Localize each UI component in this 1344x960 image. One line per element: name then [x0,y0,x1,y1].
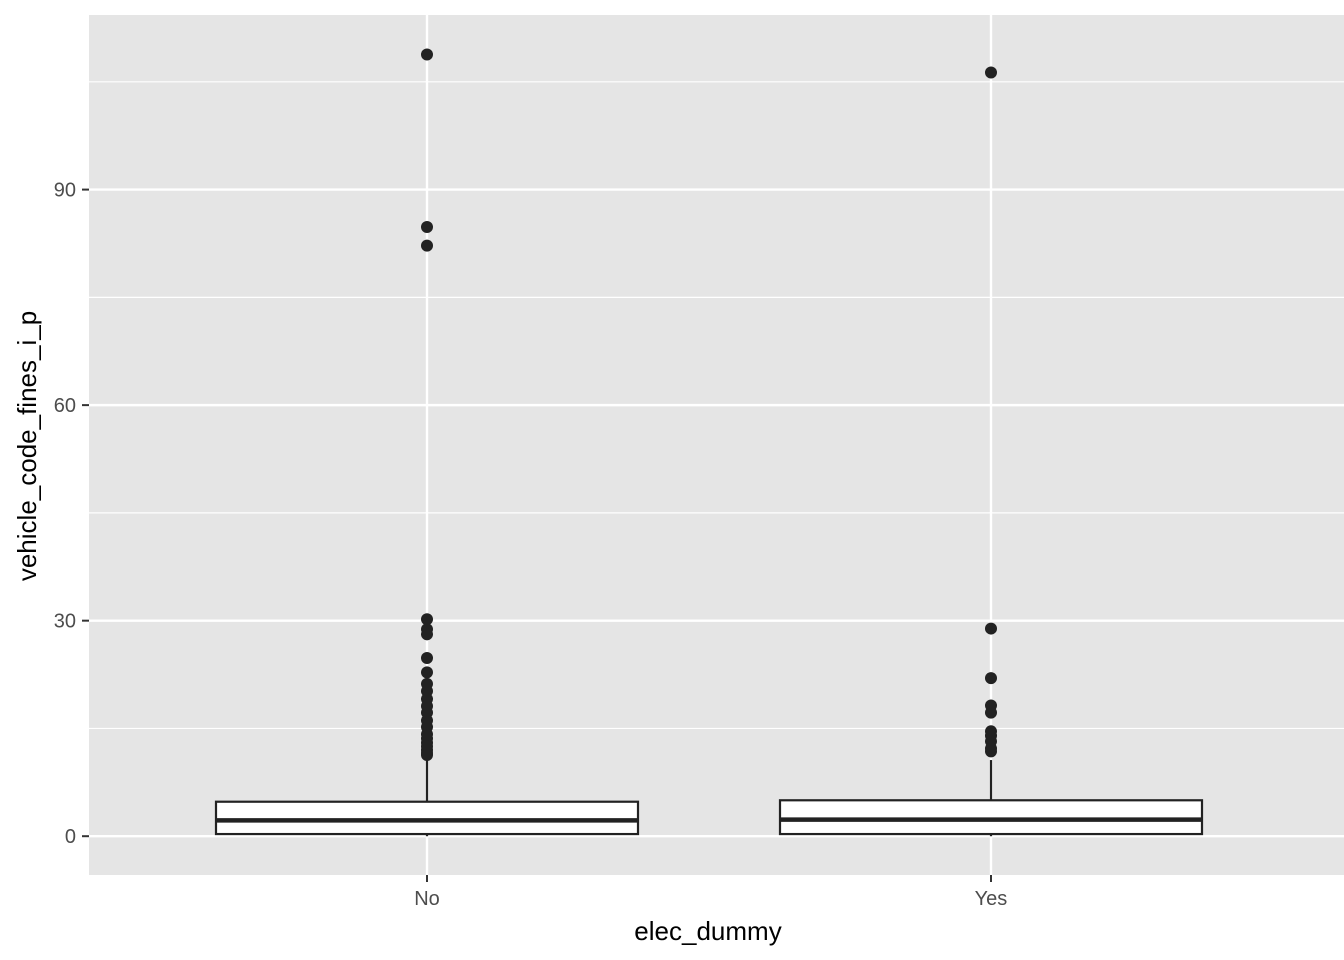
outlier-point [421,628,433,641]
y-tick-label: 0 [65,826,76,848]
x-tick-label: No [414,888,440,910]
y-tick-label: 90 [54,180,76,202]
outlier-point [985,622,997,635]
box-no [214,48,640,837]
box-yes [778,66,1204,837]
y-axis: 0 30 60 90 [54,180,89,848]
boxes [214,48,1204,837]
outlier-point [421,48,433,61]
outlier-point [421,613,433,626]
x-axis-title: elec_dummy [634,916,781,946]
outlier-point [421,220,433,233]
outlier-point [985,66,997,79]
box-body [214,800,640,836]
outlier-point [985,706,997,719]
panel-background [89,15,1344,875]
x-axis: No Yes [414,875,1007,910]
outlier-point [421,652,433,665]
outlier-point [421,666,433,679]
outlier-point [985,672,997,685]
y-tick-label: 60 [54,395,76,417]
outlier-point [421,239,433,252]
outlier-point [985,745,997,758]
y-tick-label: 30 [54,611,76,633]
x-tick-label: Yes [975,888,1008,910]
y-axis-title: vehicle_code_fines_i_p [12,311,42,581]
minor-gridlines [89,81,1344,730]
outlier-point [421,749,433,762]
box-body [778,799,1204,836]
